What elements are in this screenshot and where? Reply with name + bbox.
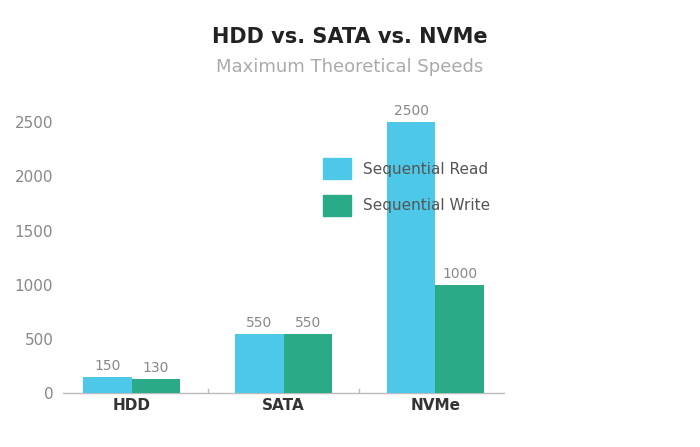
Text: 2500: 2500 xyxy=(393,104,428,118)
Legend: Sequential Read, Sequential Write: Sequential Read, Sequential Write xyxy=(317,152,496,223)
Bar xyxy=(387,122,435,393)
Text: 130: 130 xyxy=(143,362,169,375)
Text: 150: 150 xyxy=(94,359,120,373)
Bar xyxy=(132,379,180,393)
Text: 1000: 1000 xyxy=(442,267,477,281)
Text: Maximum Theoretical Speeds: Maximum Theoretical Speeds xyxy=(216,58,484,76)
Text: HDD vs. SATA vs. NVMe: HDD vs. SATA vs. NVMe xyxy=(212,27,488,47)
Bar xyxy=(435,285,484,393)
Text: 550: 550 xyxy=(246,316,272,330)
Bar xyxy=(235,333,284,393)
Text: 550: 550 xyxy=(295,316,321,330)
Bar xyxy=(284,333,332,393)
Bar xyxy=(83,377,132,393)
